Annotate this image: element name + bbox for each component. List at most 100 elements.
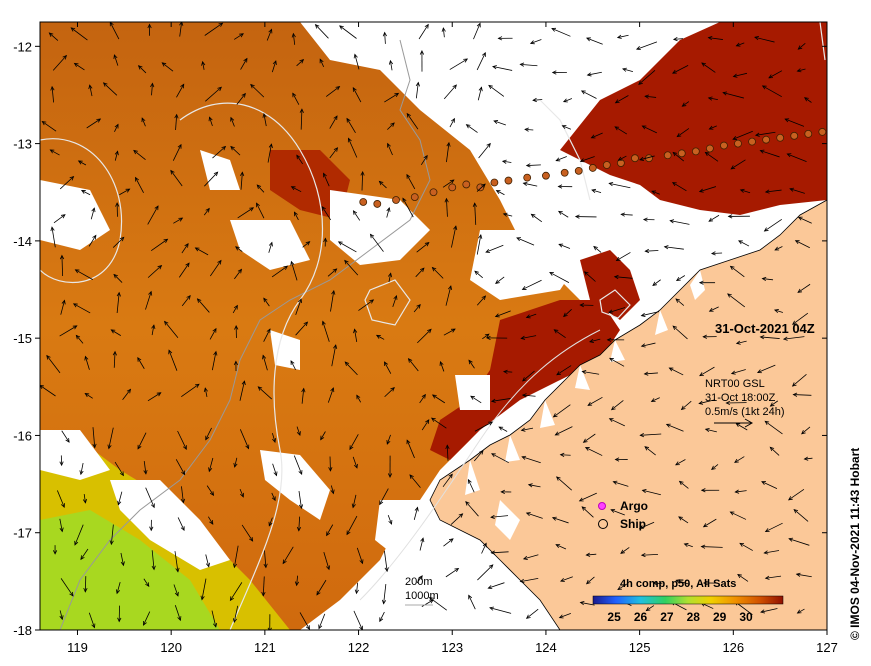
current-arrow	[147, 264, 163, 278]
current-arrow	[330, 485, 335, 495]
current-arrow	[616, 34, 629, 39]
current-arrow	[271, 492, 276, 502]
current-arrow	[84, 355, 90, 370]
current-arrow	[708, 214, 720, 222]
current-arrow	[477, 86, 483, 101]
current-arrow	[263, 550, 268, 569]
current-arrow	[641, 489, 661, 496]
current-arrow	[384, 361, 392, 374]
current-arrow	[558, 613, 571, 619]
current-arrow	[490, 398, 511, 403]
current-arrow	[792, 392, 812, 397]
current-arrow	[147, 23, 152, 36]
current-arrow	[50, 226, 56, 248]
current-arrow	[443, 328, 456, 336]
current-arrow	[204, 171, 219, 187]
current-arrow	[738, 240, 750, 247]
current-arrow	[392, 295, 398, 308]
current-arrow	[314, 24, 329, 39]
current-arrow	[737, 573, 749, 582]
current-arrow	[175, 459, 186, 476]
current-arrow	[711, 464, 719, 471]
current-arrow	[593, 245, 602, 253]
current-arrow	[530, 213, 543, 223]
current-arrow	[271, 265, 289, 278]
current-arrow	[739, 188, 751, 194]
cloud-gap-1	[40, 180, 110, 250]
current-arrow	[272, 463, 278, 477]
ship-track-point	[392, 196, 400, 204]
current-arrow	[296, 154, 304, 165]
current-arrow	[443, 84, 457, 100]
current-arrow	[379, 611, 385, 623]
current-arrow	[378, 180, 387, 189]
current-arrow	[520, 427, 534, 432]
current-arrow	[445, 567, 460, 578]
current-arrow	[387, 455, 393, 478]
current-arrow	[143, 461, 148, 475]
current-arrow	[794, 240, 810, 249]
current-arrow	[75, 334, 84, 344]
current-arrow	[149, 519, 154, 532]
current-arrow	[468, 594, 476, 610]
current-arrow	[707, 36, 723, 41]
ship-track-point	[804, 129, 813, 138]
colorbar-tick-label: 30	[739, 610, 753, 624]
current-arrow	[638, 69, 656, 85]
current-arrow	[450, 513, 464, 525]
current-arrow	[735, 340, 747, 345]
current-arrow	[114, 461, 124, 477]
current-arrow	[477, 564, 494, 581]
current-arrow	[493, 120, 506, 126]
current-arrow	[73, 62, 85, 71]
current-arrow	[322, 172, 330, 187]
cloud-gap-10	[260, 450, 330, 520]
current-arrow	[181, 383, 200, 397]
current-arrow	[415, 267, 425, 278]
ship-track-point	[818, 128, 827, 136]
current-arrow	[52, 545, 58, 555]
current-arrow	[418, 23, 429, 40]
current-arrow	[468, 359, 475, 369]
current-arrow	[298, 490, 304, 510]
current-arrow	[180, 486, 186, 504]
coastline-edge	[429, 199, 827, 630]
current-arrow	[485, 244, 504, 253]
ship-track-point	[429, 188, 438, 197]
current-arrow	[761, 276, 774, 282]
ship-track-point	[542, 171, 550, 180]
current-arrow	[292, 92, 300, 105]
colorbar-tick-label: 26	[634, 610, 648, 624]
ship-track-point	[504, 176, 513, 185]
current-arrow	[141, 117, 146, 127]
credit-text: © IMOS 04-Nov-2021 11:43 Hobart	[848, 448, 862, 640]
ship-track	[359, 128, 827, 208]
current-arrow	[764, 189, 782, 194]
current-arrow	[74, 269, 94, 280]
current-arrow	[519, 62, 538, 67]
current-arrow	[41, 120, 57, 132]
current-arrow	[609, 357, 625, 367]
current-arrow	[792, 312, 809, 325]
current-arrow	[387, 514, 393, 525]
current-arrow	[84, 392, 93, 399]
colorbar-tick-label: 25	[607, 610, 621, 624]
current-arrow	[451, 225, 458, 248]
x-tick-label: 125	[629, 640, 651, 655]
current-arrow	[442, 473, 453, 488]
current-arrow	[476, 51, 486, 71]
ship-track-point	[373, 200, 382, 208]
current-arrow	[353, 53, 360, 70]
current-arrow	[327, 387, 335, 403]
current-arrow	[233, 360, 239, 371]
current-arrow	[586, 71, 602, 77]
current-arrow	[793, 508, 809, 522]
current-arrow	[439, 360, 445, 372]
current-arrow	[406, 112, 419, 130]
current-arrow	[476, 234, 483, 255]
current-arrow	[519, 577, 539, 584]
current-arrow	[574, 214, 597, 219]
current-arrow	[644, 248, 659, 254]
current-arrow	[431, 266, 444, 279]
current-arrow	[730, 159, 746, 170]
